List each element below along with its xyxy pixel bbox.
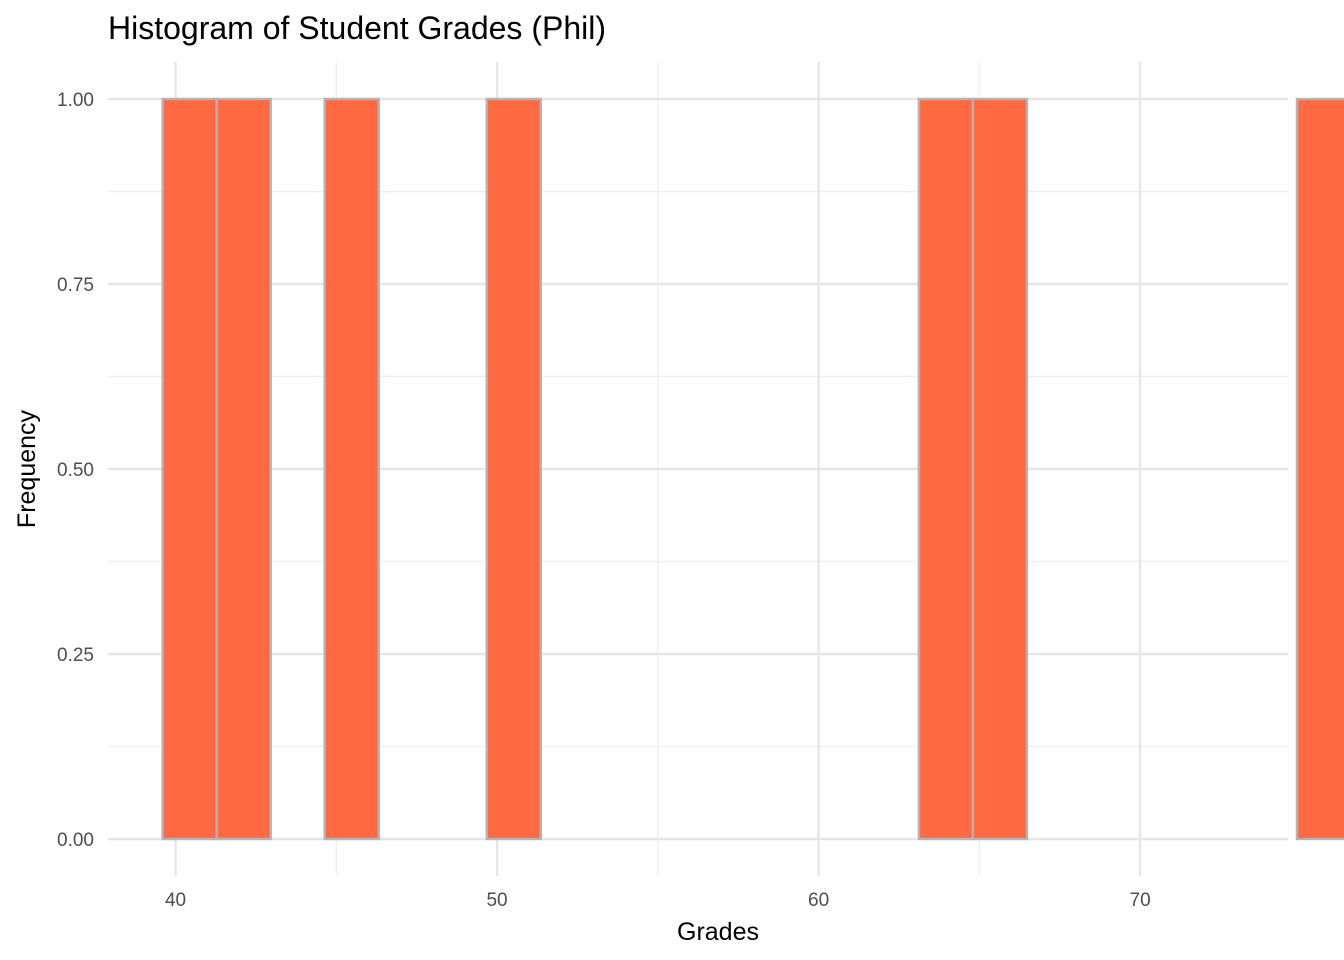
x-tick-label: 70 xyxy=(1130,890,1151,911)
x-tick-label: 40 xyxy=(165,890,186,911)
y-tick-label: 1.00 xyxy=(57,90,94,111)
histogram-bars xyxy=(161,97,1344,841)
x-axis-ticks: 40 50 60 70 xyxy=(165,890,1151,911)
y-tick-label: 0.50 xyxy=(57,460,94,481)
x-tick-label: 60 xyxy=(808,890,829,911)
y-tick-label: 0.75 xyxy=(57,275,94,296)
y-axis-label: Frequency xyxy=(13,409,41,528)
x-axis-label: Grades xyxy=(677,918,759,946)
histogram-bar xyxy=(1295,97,1344,841)
chart-title: Histogram of Student Grades (Phil) xyxy=(108,10,606,46)
y-tick-label: 0.25 xyxy=(57,645,94,666)
histogram-bar xyxy=(917,97,975,841)
histogram-bar xyxy=(971,97,1029,841)
histogram-bar xyxy=(323,97,380,841)
histogram-bar xyxy=(485,97,542,841)
x-tick-label: 50 xyxy=(486,890,507,911)
histogram-bar xyxy=(161,97,218,841)
y-axis-ticks: 0.00 0.25 0.50 0.75 1.00 xyxy=(57,90,94,851)
histogram-bar xyxy=(215,97,272,841)
grid-lines xyxy=(108,62,1288,876)
y-tick-label: 0.00 xyxy=(57,830,94,851)
